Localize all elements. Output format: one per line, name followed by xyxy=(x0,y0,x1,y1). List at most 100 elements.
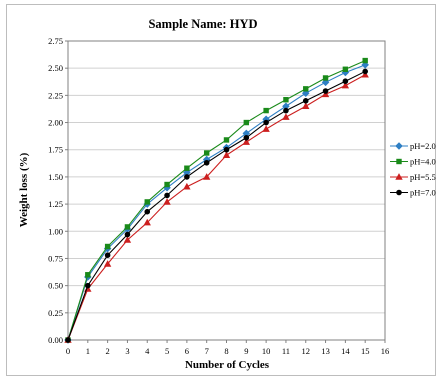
series-ph-7-0 xyxy=(65,68,368,343)
x-tick-label: 1 xyxy=(86,346,90,356)
data-point xyxy=(302,102,310,110)
x-tick-label: 16 xyxy=(381,346,390,356)
data-point xyxy=(184,165,190,171)
legend-label: pH=4.0 xyxy=(410,157,436,167)
y-tick-label: 2.00 xyxy=(48,118,63,128)
data-point xyxy=(342,78,349,85)
series-line xyxy=(67,60,366,341)
legend-entry: pH=4.0 xyxy=(390,157,436,167)
series-ph-5-5 xyxy=(64,70,369,343)
data-point xyxy=(321,90,330,98)
data-point xyxy=(163,198,171,205)
x-tick-label: 15 xyxy=(361,346,370,356)
data-point xyxy=(242,138,250,145)
legend-label: pH=5.5 xyxy=(410,172,436,182)
x-tick-label: 13 xyxy=(321,346,330,356)
y-tick-label: 1.75 xyxy=(48,145,63,155)
series-line xyxy=(67,70,366,341)
legend-marker xyxy=(396,158,402,165)
series-ph-4-0 xyxy=(65,57,368,343)
series-line xyxy=(67,74,366,341)
data-point xyxy=(203,159,210,166)
data-point xyxy=(123,236,132,243)
data-point xyxy=(222,151,231,158)
data-point xyxy=(262,125,270,132)
data-point xyxy=(263,107,269,114)
data-point xyxy=(65,337,71,343)
legend-marker xyxy=(395,173,403,180)
x-tick-label: 2 xyxy=(106,346,110,356)
data-point xyxy=(303,86,309,92)
data-point xyxy=(302,98,309,104)
data-point xyxy=(283,107,289,114)
data-point xyxy=(183,182,191,190)
series-ph-2-0 xyxy=(64,61,369,344)
data-point xyxy=(243,119,250,126)
data-point xyxy=(164,192,170,199)
chart-title: Sample Name: HYD xyxy=(148,17,257,31)
data-point xyxy=(144,208,151,215)
y-tick-label: 1.00 xyxy=(48,226,63,236)
legend-label: pH=7.0 xyxy=(410,188,436,198)
legend-entry: pH=5.5 xyxy=(390,172,436,182)
data-point xyxy=(184,174,190,180)
data-point xyxy=(362,68,368,75)
chart-frame: Sample Name: HYD 0.00 0.25 0.50 0.75 1.00 1.2… xyxy=(6,4,436,376)
x-tick-label: 4 xyxy=(145,346,150,356)
y-tick-label: 0.50 xyxy=(48,281,63,291)
data-point xyxy=(263,119,269,126)
data-point xyxy=(282,113,290,120)
y-tick-label: 1.50 xyxy=(48,172,63,182)
legend: pH=2.0 pH=4.0 pH=5.5 pH=7.0 xyxy=(390,141,436,198)
data-point xyxy=(341,81,350,89)
x-tick-label: 5 xyxy=(165,346,169,356)
legend-entry: pH=7.0 xyxy=(390,188,436,198)
x-tick-label: 0 xyxy=(66,346,70,356)
x-tick-label: 3 xyxy=(125,346,129,356)
data-point xyxy=(164,181,170,188)
y-tick-label: 2.25 xyxy=(48,90,63,100)
y-tick-label: 0.75 xyxy=(48,253,63,263)
data-point xyxy=(124,224,131,230)
legend-marker xyxy=(395,142,403,150)
y-axis-title: Weight loss (%) xyxy=(18,152,30,227)
y-tick-label: 1.25 xyxy=(48,199,63,209)
legend-label: pH=2.0 xyxy=(410,141,436,151)
data-point xyxy=(223,146,230,153)
data-point xyxy=(85,272,91,278)
data-point xyxy=(85,282,91,289)
series-group xyxy=(64,57,369,344)
data-point xyxy=(342,66,349,72)
data-point xyxy=(223,137,230,143)
data-point xyxy=(104,252,111,258)
data-point xyxy=(321,78,330,87)
plot-area xyxy=(67,40,386,341)
x-tick-label: 7 xyxy=(205,346,209,356)
data-point xyxy=(322,88,329,94)
x-tick-label: 12 xyxy=(302,346,311,356)
x-tick-label: 14 xyxy=(341,346,350,356)
data-point xyxy=(243,134,250,141)
y-tick-label: 0.25 xyxy=(48,308,63,318)
x-tick-label: 8 xyxy=(224,346,228,356)
data-point xyxy=(301,89,310,97)
x-tick-label: 10 xyxy=(262,346,271,356)
data-point xyxy=(143,218,151,226)
data-point xyxy=(103,260,112,267)
x-tick-label: 6 xyxy=(185,346,189,356)
y-tick-label: 2.75 xyxy=(48,36,63,46)
data-point xyxy=(361,70,369,78)
axes: 0.00 0.25 0.50 0.75 1.00 1.25 1.50 1.75 2.00 2.25… xyxy=(48,36,389,356)
legend-marker xyxy=(396,189,402,196)
y-tick-label: 0.00 xyxy=(48,335,63,345)
data-point xyxy=(362,57,368,64)
legend-entry: pH=2.0 xyxy=(390,141,436,151)
x-axis-title: Number of Cycles xyxy=(185,359,270,371)
series-line xyxy=(67,64,366,341)
data-point xyxy=(203,150,210,156)
data-point xyxy=(124,231,131,238)
x-tick-label: 11 xyxy=(282,346,290,356)
data-point xyxy=(203,173,211,180)
y-tick-label: 2.50 xyxy=(48,63,63,73)
data-point xyxy=(144,199,150,205)
